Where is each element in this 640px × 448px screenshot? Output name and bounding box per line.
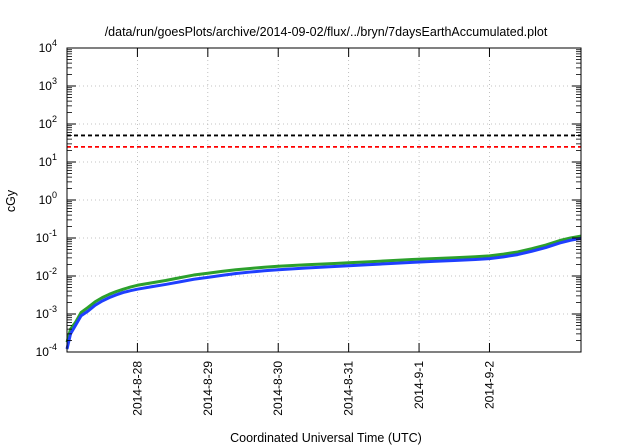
series-line bbox=[65, 236, 582, 350]
y-tick-base: 10 bbox=[39, 193, 53, 207]
y-tick-base: 10 bbox=[39, 41, 53, 55]
y-tick-label: 102 bbox=[39, 114, 57, 131]
grid-lines bbox=[67, 48, 581, 352]
x-tick-label: 2014-9-1 bbox=[412, 361, 426, 409]
y-tick-exponent: 3 bbox=[52, 76, 57, 86]
y-tick-label: 104 bbox=[39, 38, 57, 55]
x-tick-label: 2014-8-29 bbox=[201, 361, 215, 416]
y-tick-base: 10 bbox=[36, 231, 50, 245]
y-tick-base: 10 bbox=[36, 307, 50, 321]
y-tick-exponent: 4 bbox=[52, 38, 57, 48]
x-tick-label: 2014-9-2 bbox=[482, 361, 496, 409]
y-tick-exponent: -4 bbox=[49, 342, 57, 352]
x-axis-label: Coordinated Universal Time (UTC) bbox=[230, 431, 422, 445]
y-tick-label: 10-2 bbox=[36, 266, 57, 283]
y-tick-label: 10-1 bbox=[36, 228, 57, 245]
y-tick-exponent: -2 bbox=[49, 266, 57, 276]
x-tick-label: 2014-8-28 bbox=[130, 361, 144, 416]
y-tick-base: 10 bbox=[39, 117, 53, 131]
y-axis-label: cGy bbox=[4, 189, 18, 212]
y-tick-base: 10 bbox=[39, 155, 53, 169]
x-tick-label: 2014-8-30 bbox=[271, 361, 285, 416]
y-tick-base: 10 bbox=[36, 345, 50, 359]
y-tick-exponent: -1 bbox=[49, 228, 57, 238]
y-tick-label: 103 bbox=[39, 76, 57, 93]
y-tick-exponent: 2 bbox=[52, 114, 57, 124]
x-axis-ticks: 2014-8-28 2014-8-29 2014-8-30 2014-8-31 2014… bbox=[130, 48, 496, 416]
y-tick-exponent: 0 bbox=[52, 190, 57, 200]
chart-title: /data/run/goesPlots/archive/2014-09-02/f… bbox=[105, 25, 548, 39]
data-series bbox=[65, 234, 582, 350]
y-tick-label: 101 bbox=[39, 152, 57, 169]
y-tick-base: 10 bbox=[39, 79, 53, 93]
y-tick-label: 10-4 bbox=[36, 342, 57, 359]
y-tick-exponent: -3 bbox=[49, 304, 57, 314]
threshold-lines bbox=[67, 134, 581, 148]
x-tick-label: 2014-8-31 bbox=[342, 361, 356, 416]
y-tick-base: 10 bbox=[36, 269, 50, 283]
y-tick-label: 100 bbox=[39, 190, 57, 207]
y-tick-exponent: 1 bbox=[52, 152, 57, 162]
y-tick-label: 10-3 bbox=[36, 304, 57, 321]
series-line bbox=[65, 234, 582, 343]
